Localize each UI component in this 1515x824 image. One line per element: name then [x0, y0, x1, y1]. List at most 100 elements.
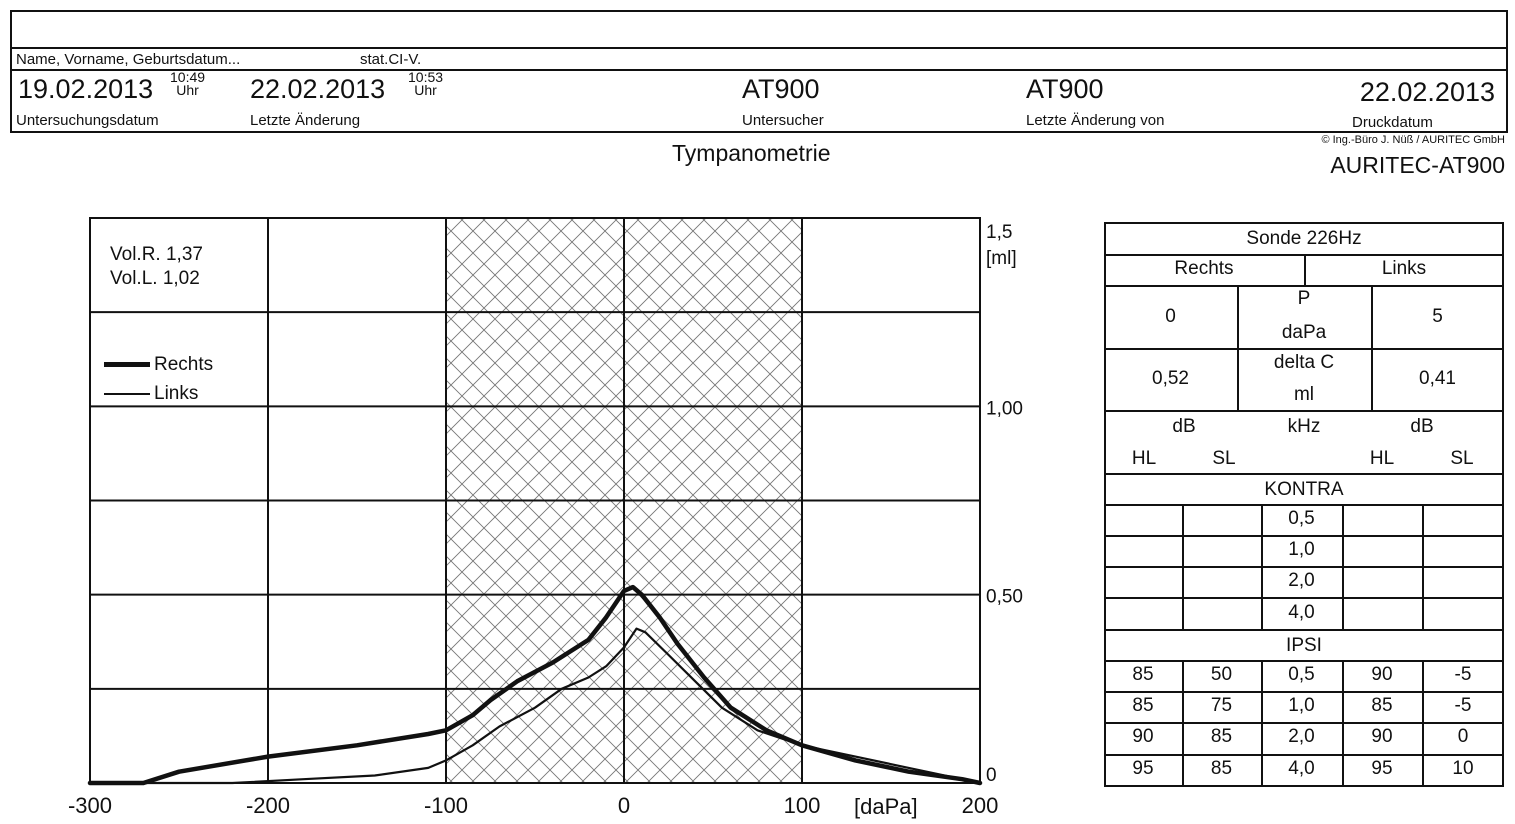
table-rule — [1304, 254, 1306, 285]
chart-frame — [89, 217, 981, 784]
table-rule — [1182, 660, 1184, 785]
series-line-links — [88, 627, 982, 785]
legend-item-rechts: Rechts — [104, 350, 213, 379]
ipsi-cell-hl-r: 85 — [1132, 695, 1154, 717]
device-name: AURITEC-AT900 — [1330, 152, 1505, 178]
table-rule — [1261, 504, 1263, 629]
table-rule — [1104, 754, 1504, 756]
x-tick-label: 200 — [962, 793, 999, 818]
changed-by-label: Letzte Änderung von — [1026, 112, 1165, 129]
ipsi-cell-hl-l: 90 — [1371, 664, 1393, 685]
exam-date: 19.02.2013 — [18, 74, 154, 104]
table-rule — [1261, 660, 1263, 785]
kontra-cell-freq: 2,0 — [1288, 570, 1315, 592]
ipsi-cell-hl-l: 85 — [1371, 695, 1393, 717]
table-rule — [1182, 504, 1184, 629]
ipsi-cell-sl-r: 50 — [1210, 664, 1233, 685]
table-rule — [1104, 535, 1504, 537]
exam-time-block: 10:49 Uhr — [170, 69, 206, 98]
ipsi-cell-hl-l: 90 — [1371, 726, 1393, 748]
table-rule — [1502, 222, 1504, 787]
ipsi-label: IPSI — [1286, 635, 1322, 656]
table-rule — [1422, 660, 1424, 785]
ipsi-cell-hl-r: 90 — [1132, 726, 1154, 748]
table-rule — [1104, 410, 1504, 412]
compliance-label: delta C — [1273, 352, 1335, 373]
changed-label: Letzte Änderung — [250, 112, 361, 129]
table-rule — [1104, 473, 1504, 475]
ipsi-cell-sl-l: 10 — [1452, 757, 1474, 779]
table-rule — [1104, 722, 1504, 724]
x-tick-label: -100 — [424, 793, 468, 818]
table-rule — [1237, 285, 1239, 410]
pressure-right: 0 — [1165, 306, 1176, 327]
table-rule — [1104, 629, 1504, 631]
hl-left: HL — [1369, 448, 1395, 469]
table-rule — [1371, 285, 1373, 410]
ipsi-cell-sl-r: 85 — [1210, 726, 1233, 748]
legend-swatch-thick — [104, 362, 150, 368]
changed-time-unit: Uhr — [414, 82, 437, 98]
probe-title: Sonde 226Hz — [1246, 228, 1362, 249]
changed-time-block: 10:53 Uhr — [408, 69, 444, 98]
results-table: Sonde 226Hz Rechts Links 0 P daPa 5 0,5 2… — [1104, 222, 1504, 787]
ipsi-cell-sl-r: 75 — [1210, 695, 1233, 717]
ipsi-cell-freq: 2,0 — [1288, 726, 1315, 748]
table-rule — [1104, 348, 1504, 350]
x-tick-label: 0 — [618, 793, 630, 818]
volume-readout: Vol.R. 1,37 Vol.L. 1,02 — [110, 243, 203, 291]
table-rule — [1342, 504, 1344, 629]
exam-time-unit: Uhr — [176, 82, 199, 98]
right-ear-label: Rechts — [1174, 258, 1234, 279]
x-tick-label: 100 — [784, 793, 821, 818]
table-rule — [1104, 222, 1106, 787]
examiner: AT900 — [742, 74, 820, 104]
x-tick-label: -300 — [68, 793, 112, 818]
kontra-cell-freq: 1,0 — [1288, 539, 1315, 561]
volume-left: Vol.L. 1,02 — [110, 268, 200, 289]
changed-time: 10:53 — [408, 69, 444, 85]
ipsi-cell-sl-l: -5 — [1454, 664, 1472, 685]
legend-label-rechts: Rechts — [154, 354, 214, 375]
legend-item-links: Links — [104, 379, 213, 408]
compliance-left: 0,41 — [1419, 368, 1456, 389]
stat-label: stat.CI-V. — [360, 51, 422, 68]
exam-time: 10:49 — [170, 69, 206, 85]
pressure-label: P — [1297, 288, 1311, 309]
changed-date: 22.02.2013 — [250, 74, 386, 104]
hl-right: HL — [1131, 448, 1157, 469]
pressure-left: 5 — [1432, 306, 1443, 327]
ipsi-cell-hl-r: 85 — [1132, 664, 1154, 685]
pressure-unit: daPa — [1281, 322, 1327, 343]
kontra-cell-freq: 4,0 — [1288, 601, 1315, 623]
kontra-label: KONTRA — [1264, 479, 1344, 500]
ipsi-cell-sl-l: -5 — [1454, 695, 1472, 717]
ipsi-cell-freq: 1,0 — [1288, 695, 1315, 717]
legend-swatch-thin — [104, 392, 150, 395]
x-tick-label: -200 — [246, 793, 290, 818]
legend: Rechts Links — [104, 350, 213, 408]
legend-label-links: Links — [154, 383, 199, 404]
table-rule — [1104, 660, 1504, 662]
ipsi-cell-freq: 0,5 — [1288, 664, 1315, 685]
compliance-unit: ml — [1293, 384, 1315, 405]
table-rule — [1104, 504, 1504, 506]
changed-by: AT900 — [1026, 74, 1104, 104]
ipsi-cell-freq: 4,0 — [1288, 757, 1315, 779]
left-ear-label: Links — [1381, 258, 1427, 279]
db-right: dB — [1172, 416, 1196, 437]
volume-right: Vol.R. 1,37 — [110, 244, 203, 265]
exam-date-label: Untersuchungsdatum — [16, 112, 159, 129]
table-rule — [1104, 785, 1504, 787]
copyright: © Ing.-Büro J. Nüß / AURITEC GmbH — [1321, 134, 1505, 146]
sl-left: SL — [1450, 448, 1474, 469]
table-rule — [1422, 504, 1424, 629]
series-layer — [87, 584, 983, 786]
y-tick-label: 1,00 — [986, 398, 1023, 419]
table-rule — [1104, 566, 1504, 568]
table-rule — [1104, 222, 1504, 224]
table-rule — [1104, 597, 1504, 599]
chart-title: Tympanometrie — [672, 140, 831, 166]
y-tick-label: 0 — [986, 765, 997, 786]
y-tick-label: 0,50 — [986, 587, 1023, 608]
